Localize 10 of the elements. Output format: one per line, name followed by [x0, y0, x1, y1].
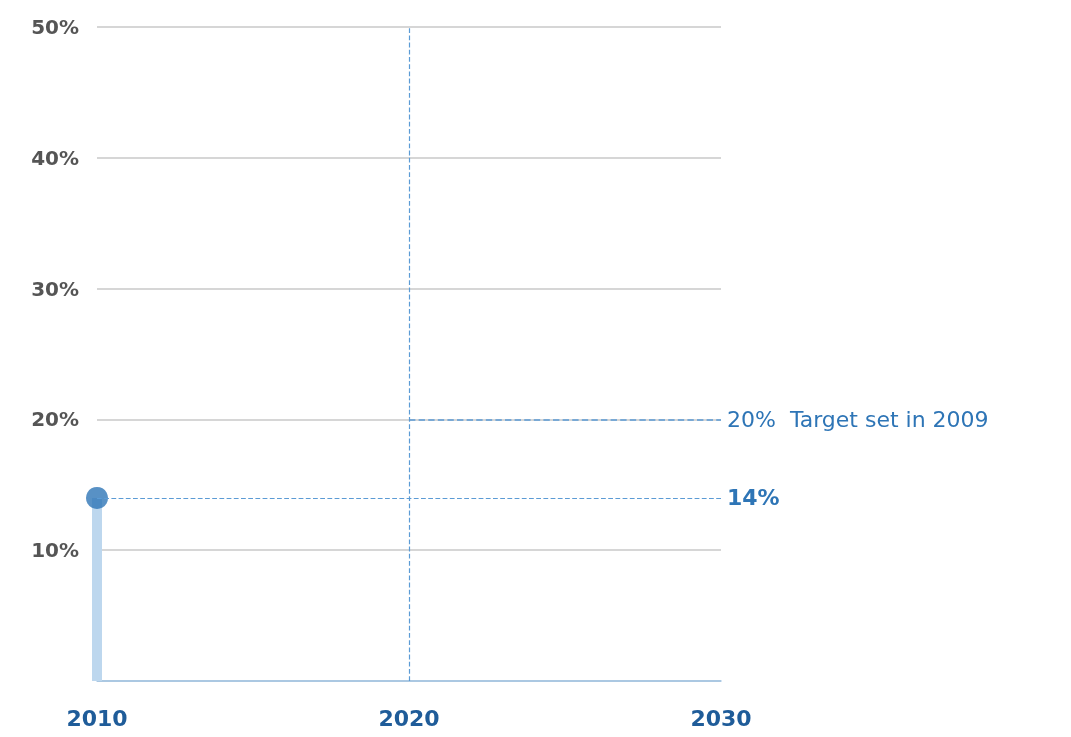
x-tick-label: 2020	[378, 705, 440, 731]
x-tick-label: 2030	[690, 705, 752, 731]
y-tick-label: 10%	[31, 538, 79, 563]
x-tick-label: 2010	[66, 705, 128, 731]
y-tick-label: 30%	[31, 276, 79, 301]
y-tick-label: 40%	[31, 145, 79, 170]
y-tick-label: 50%	[31, 15, 79, 39]
ref-line-label: 20% Target set in 2009	[727, 406, 989, 432]
ref-line-label: 14%	[727, 485, 780, 511]
y-tick-label: 20%	[31, 407, 79, 432]
